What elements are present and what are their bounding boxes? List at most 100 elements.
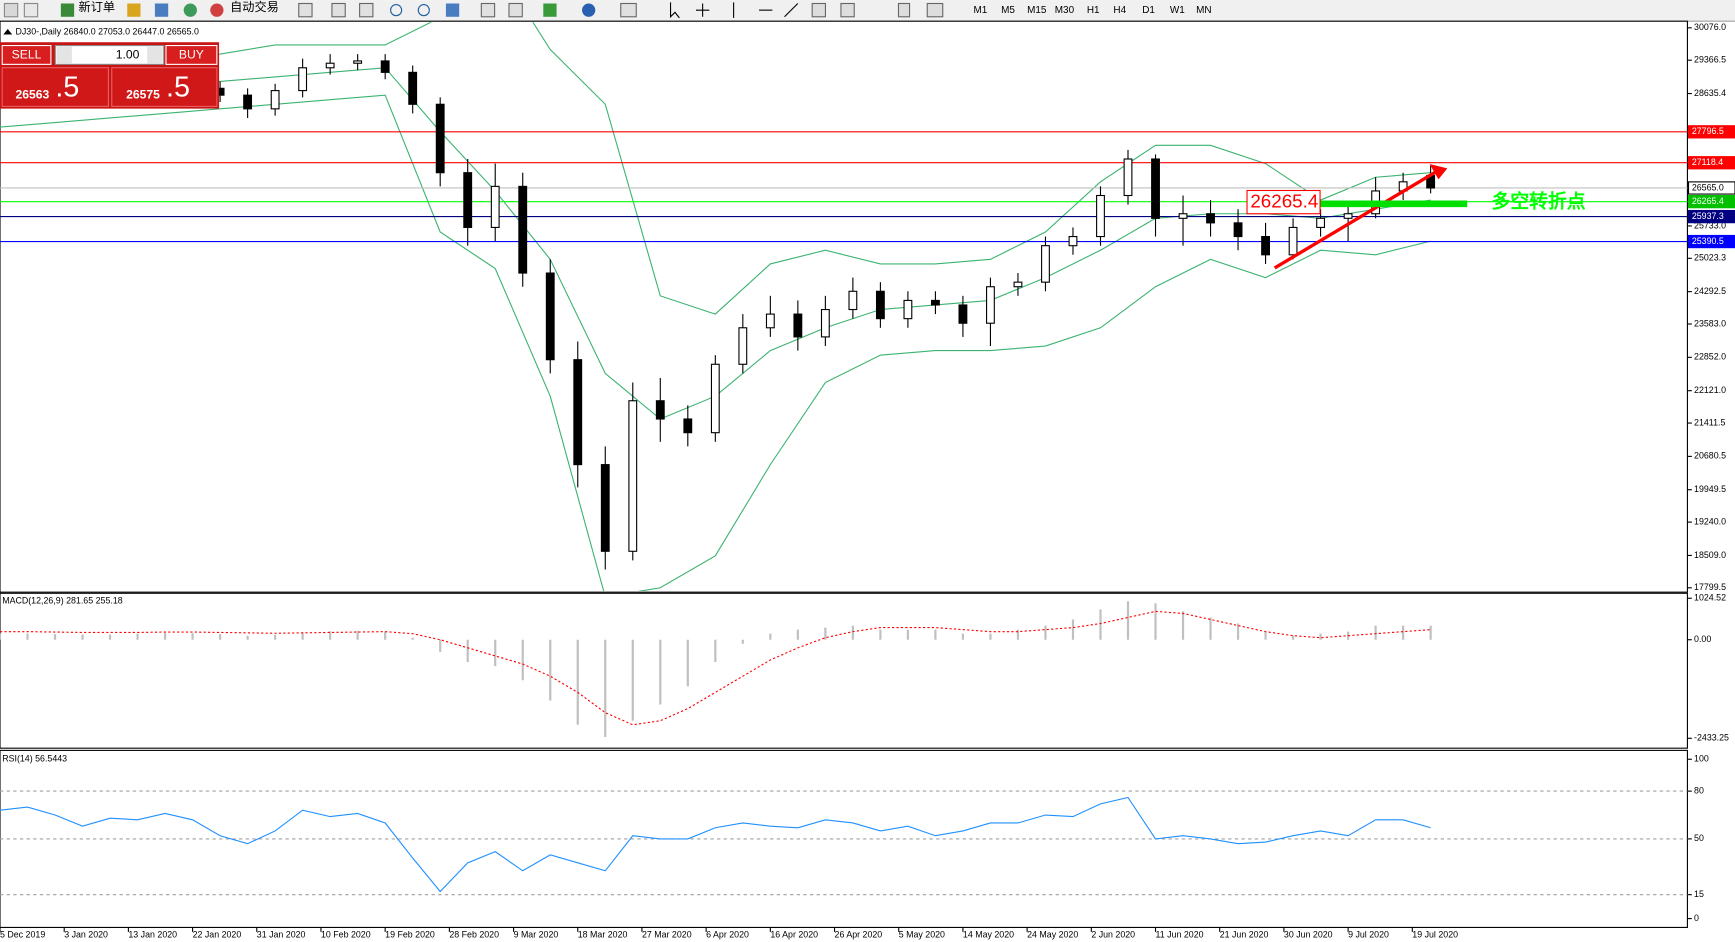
icon[interactable]: [390, 4, 403, 17]
icon[interactable]: [3, 2, 19, 18]
candle-body: [628, 400, 638, 552]
x-tick-label: 21 Jun 2020: [1220, 930, 1269, 940]
timeframe-button[interactable]: M30: [1055, 5, 1075, 16]
toolbar: [0, 0, 1735, 22]
candle-body: [655, 400, 665, 420]
x-tick-label: 3 Jan 2020: [64, 930, 108, 940]
icon[interactable]: [926, 2, 944, 18]
trend-arrow: [1273, 170, 1438, 270]
lot-down[interactable]: [56, 46, 72, 64]
icon[interactable]: [695, 3, 710, 17]
candle-body: [903, 299, 913, 320]
lot-input[interactable]: [54, 44, 165, 65]
x-tick-label: 13 Jan 2020: [128, 930, 177, 940]
icon[interactable]: [183, 3, 197, 17]
buy-button[interactable]: [165, 44, 218, 65]
buy-pips[interactable]: .5: [166, 71, 190, 103]
lot-up[interactable]: [147, 46, 163, 64]
timeframe-button[interactable]: M1: [973, 5, 987, 16]
price-level-tag: [1687, 234, 1735, 249]
price-level-tag: [1687, 209, 1735, 224]
x-tick-label: 2 Jun 2020: [1091, 930, 1135, 940]
collapse-icon[interactable]: [3, 28, 13, 35]
sell-price-box[interactable]: [1, 67, 109, 107]
timeframe-button[interactable]: H4: [1113, 5, 1126, 16]
icon[interactable]: [784, 3, 799, 18]
x-tick-label: 5 Dec 2019: [0, 930, 45, 940]
x-tick-label: 28 Feb 2020: [449, 930, 499, 940]
timeframe-button[interactable]: W1: [1170, 5, 1185, 16]
price-level-tag: [1687, 195, 1735, 209]
sell-pips[interactable]: .5: [55, 71, 79, 103]
x-tick-label: 6 Apr 2020: [706, 930, 749, 940]
annotation: 多空转折点: [1492, 190, 1586, 212]
bollinger-lower: [0, 94, 1431, 592]
icon[interactable]: [669, 2, 680, 19]
timeframe-button[interactable]: H1: [1087, 5, 1100, 16]
x-tick-label: 19 Jul 2020: [1412, 930, 1458, 940]
candle-body: [490, 185, 500, 228]
price-level-label: 26265.4: [1692, 196, 1724, 206]
main-panel: [0, 20, 1688, 593]
y-tick-label: 29366.5: [1694, 55, 1726, 65]
icon[interactable]: [298, 2, 313, 18]
price-level-label: 27118.4: [1692, 157, 1723, 167]
sell-price[interactable]: 26563: [15, 88, 49, 102]
icon[interactable]: [840, 2, 855, 18]
x-tick-label: 14 May 2020: [963, 930, 1014, 940]
x-tick-label: 16 Apr 2020: [770, 930, 818, 940]
candle-body: [1343, 213, 1353, 219]
candle-body: [463, 172, 473, 228]
icon[interactable]: [811, 2, 827, 18]
icon[interactable]: [127, 3, 141, 17]
candle-body: [1068, 236, 1078, 247]
sell-button[interactable]: [1, 44, 52, 65]
y-tick-label: 18509.0: [1694, 550, 1726, 560]
price-level-label: 25390.5: [1692, 236, 1724, 246]
candle-body: [848, 290, 858, 311]
annotation-box: [1246, 189, 1321, 215]
timeframes: M1 M5 M15 M30 H1 H4 D1 W1 MN: [973, 5, 1211, 16]
buy-price[interactable]: 26575: [126, 88, 160, 102]
y-tick-label: 28635.4: [1694, 88, 1726, 98]
icon[interactable]: [620, 2, 637, 18]
macd-title: MACD(12,26,9) 281.65 255.18: [2, 595, 123, 605]
timeframe-button[interactable]: D1: [1142, 5, 1155, 16]
icon[interactable]: [60, 3, 75, 17]
bollinger-upper: [0, 22, 1431, 315]
toolbar-button[interactable]: 新订单: [79, 0, 115, 14]
timeframe-button[interactable]: M15: [1027, 5, 1047, 16]
candle-body: [875, 290, 885, 320]
icon[interactable]: [417, 4, 430, 17]
timeframe-button[interactable]: MN: [1196, 5, 1211, 16]
candle-body: [1261, 236, 1270, 256]
icon[interactable]: [543, 3, 557, 17]
candle-body: [573, 359, 583, 466]
buy-price-box[interactable]: [111, 67, 218, 107]
icon[interactable]: [582, 3, 596, 17]
icon[interactable]: [359, 2, 374, 18]
timeframe-button[interactable]: M5: [1001, 5, 1015, 16]
icon[interactable]: [331, 2, 346, 18]
buy-label[interactable]: BUY: [179, 48, 204, 62]
candle-body: [298, 67, 308, 92]
icon[interactable]: [508, 2, 523, 18]
y-tick-label: 25733.0: [1694, 220, 1726, 230]
candle-body: [1041, 245, 1050, 283]
icon[interactable]: [154, 3, 169, 17]
toolbar-button[interactable]: 自动交易: [230, 0, 279, 14]
icon[interactable]: [480, 2, 496, 18]
icon[interactable]: [23, 2, 39, 18]
x-tick-label: 9 Mar 2020: [514, 930, 559, 940]
icon[interactable]: [445, 3, 460, 17]
sell-label[interactable]: SELL: [12, 48, 42, 62]
icon[interactable]: [210, 3, 224, 17]
lot-value[interactable]: 1.00: [116, 48, 140, 62]
x-tick-label: 5 May 2020: [899, 930, 945, 940]
candle-body: [1123, 158, 1133, 197]
y-tick-label: 100: [1694, 754, 1709, 764]
x-tick-label: 22 Jan 2020: [193, 930, 242, 940]
rsi-line: [0, 796, 1431, 893]
icon[interactable]: [897, 2, 911, 18]
